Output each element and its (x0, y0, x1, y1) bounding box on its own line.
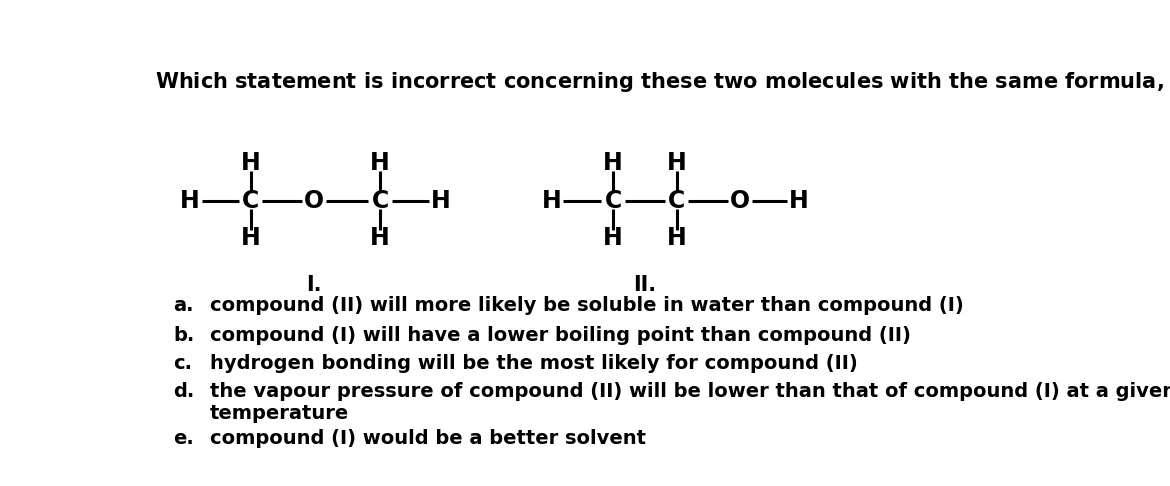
Text: d.: d. (173, 382, 194, 401)
Text: compound (I) will have a lower boiling point than compound (II): compound (I) will have a lower boiling p… (209, 326, 910, 345)
Text: c.: c. (173, 354, 192, 373)
Text: II.: II. (633, 276, 656, 295)
Text: H: H (542, 189, 562, 212)
Text: H: H (371, 151, 390, 175)
Text: the vapour pressure of compound (II) will be lower than that of compound (I) at : the vapour pressure of compound (II) wil… (209, 382, 1170, 401)
Text: a.: a. (173, 296, 194, 315)
Text: H: H (241, 226, 261, 250)
Text: H: H (604, 226, 624, 250)
Text: hydrogen bonding will be the most likely for compound (II): hydrogen bonding will be the most likely… (209, 354, 858, 373)
Text: I.: I. (307, 276, 322, 295)
Text: b.: b. (173, 326, 194, 345)
Text: H: H (667, 151, 687, 175)
Text: e.: e. (173, 429, 194, 448)
Text: C: C (372, 189, 388, 212)
Text: O: O (304, 189, 324, 212)
Text: compound (I) would be a better solvent: compound (I) would be a better solvent (209, 429, 646, 448)
Text: C: C (242, 189, 259, 212)
Text: H: H (180, 189, 200, 212)
Text: C: C (605, 189, 621, 212)
Text: H: H (667, 226, 687, 250)
Text: H: H (371, 226, 390, 250)
Text: H: H (790, 189, 808, 212)
Text: Which statement is incorrect concerning these two molecules with the same formul: Which statement is incorrect concerning … (156, 69, 1170, 93)
Text: H: H (241, 151, 261, 175)
Text: H: H (604, 151, 624, 175)
Text: C: C (668, 189, 686, 212)
Text: temperature: temperature (209, 404, 349, 423)
Text: compound (II) will more likely be soluble in water than compound (I): compound (II) will more likely be solubl… (209, 296, 963, 315)
Text: O: O (730, 189, 750, 212)
Text: H: H (431, 189, 450, 212)
